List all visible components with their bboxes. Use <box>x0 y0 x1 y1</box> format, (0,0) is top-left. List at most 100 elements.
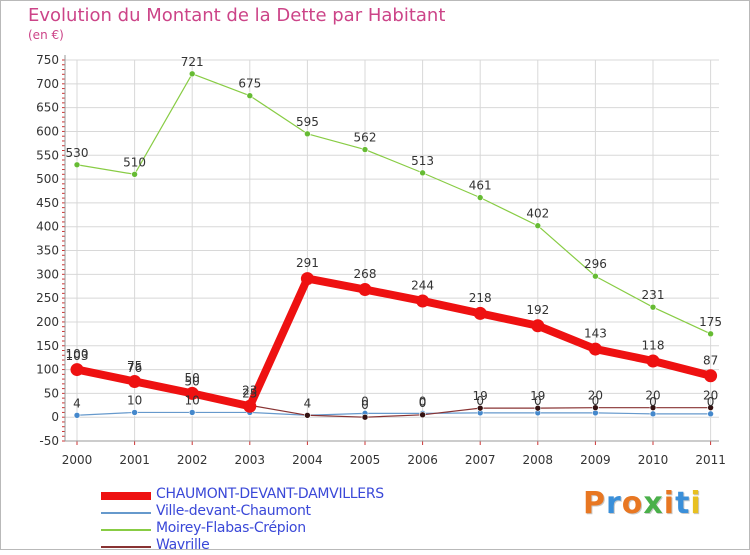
data-point <box>707 410 714 418</box>
legend-label: Ville-devant-Chaumont <box>156 503 311 519</box>
x-tick-label: 2007 <box>465 453 496 467</box>
data-label: 0 <box>649 395 657 409</box>
legend-swatch <box>101 546 151 548</box>
data-point <box>592 272 599 280</box>
data-label: 103 <box>66 349 89 363</box>
data-label: 100 <box>66 347 89 361</box>
chart-title: Evolution du Montant de la Dette par Hab… <box>28 5 446 26</box>
data-point <box>419 169 426 177</box>
data-label: 143 <box>584 327 607 341</box>
y-tick-label: 650 <box>36 101 59 115</box>
x-tick-label: 2011 <box>695 453 726 467</box>
x-tick-label: 2010 <box>638 453 669 467</box>
logo-letter: P <box>583 486 606 521</box>
logo-letter: r <box>606 486 622 521</box>
series-lines <box>70 70 718 421</box>
series-line <box>76 411 712 416</box>
data-point <box>416 294 430 308</box>
y-tick-label: 50 <box>44 386 59 400</box>
y-tick-label: 150 <box>36 339 59 353</box>
data-point <box>476 404 484 412</box>
legend-label: CHAUMONT-DEVANT-DAMVILLERS <box>156 486 384 502</box>
legend-swatch <box>101 512 151 514</box>
data-label: 20 <box>645 389 660 403</box>
legend-swatch <box>101 529 151 531</box>
data-point <box>300 272 314 286</box>
data-label: 4 <box>304 396 312 410</box>
data-point <box>419 411 426 419</box>
axes: -500501001502002503003504004505005506006… <box>36 53 726 467</box>
y-tick-label: 300 <box>36 267 59 281</box>
data-point <box>243 399 257 413</box>
gridlines <box>65 59 719 442</box>
y-tick-label: 700 <box>36 77 59 91</box>
data-label: 675 <box>238 77 261 91</box>
series-line <box>73 274 715 411</box>
data-label: 118 <box>642 338 665 352</box>
data-label: 218 <box>469 291 492 305</box>
data-label: 721 <box>181 55 204 69</box>
data-label: 20 <box>588 389 603 403</box>
proxiti-logo: Proxiti <box>583 486 702 521</box>
data-point <box>185 386 199 400</box>
data-label: 0 <box>534 394 542 408</box>
data-point <box>649 404 657 411</box>
data-point <box>73 161 81 169</box>
data-point <box>188 409 196 416</box>
y-tick-label: 500 <box>36 172 59 186</box>
data-point <box>131 409 138 416</box>
data-label: 595 <box>296 115 319 129</box>
data-label: 50 <box>185 374 200 388</box>
data-label: 76 <box>127 361 142 375</box>
data-point <box>188 70 196 78</box>
logo-letter: o <box>621 486 644 521</box>
legend-swatch <box>101 492 151 500</box>
data-label: 4 <box>73 396 81 410</box>
data-point <box>476 194 484 201</box>
data-point <box>304 130 311 138</box>
data-point <box>704 369 718 383</box>
data-label: 510 <box>123 155 146 169</box>
data-point <box>531 319 545 333</box>
y-tick-label: 200 <box>36 315 59 329</box>
chart-unit-subtitle: (en €) <box>28 28 64 42</box>
data-point <box>592 404 599 411</box>
data-label: 0 <box>419 394 427 408</box>
y-tick-label: -50 <box>39 434 59 448</box>
series-line <box>76 73 712 335</box>
y-tick-label: 350 <box>36 244 59 258</box>
y-tick-label: 100 <box>36 363 59 377</box>
data-label: 20 <box>703 389 718 403</box>
y-tick-label: 0 <box>51 410 59 424</box>
y-tick-label: 250 <box>36 291 59 305</box>
y-tick-label: 450 <box>36 196 59 210</box>
data-label: 402 <box>526 207 549 221</box>
data-point <box>649 410 657 418</box>
x-tick-label: 2008 <box>523 453 554 467</box>
data-label: 0 <box>476 394 484 408</box>
x-tick-label: 2000 <box>62 453 93 467</box>
data-label: 23 <box>242 384 257 398</box>
legend-label: Moirey-Flabas-Crépion <box>156 520 306 536</box>
y-tick-label: 400 <box>36 220 59 234</box>
data-point <box>128 374 142 388</box>
data-point <box>707 404 714 411</box>
data-label: 0 <box>592 394 600 408</box>
data-label: 19 <box>530 389 545 403</box>
data-point <box>131 171 138 178</box>
data-point <box>534 404 542 412</box>
data-label: 530 <box>66 146 89 160</box>
data-label: 268 <box>354 267 377 281</box>
y-tick-label: 750 <box>36 53 59 67</box>
data-point <box>707 330 714 338</box>
data-label: 513 <box>411 154 434 168</box>
data-label: 0 <box>361 398 369 412</box>
data-point <box>73 411 81 419</box>
data-label: 192 <box>526 303 549 317</box>
x-tick-label: 2001 <box>119 453 150 467</box>
data-label: 291 <box>296 256 319 270</box>
x-tick-label: 2003 <box>235 453 266 467</box>
data-point <box>361 146 369 153</box>
